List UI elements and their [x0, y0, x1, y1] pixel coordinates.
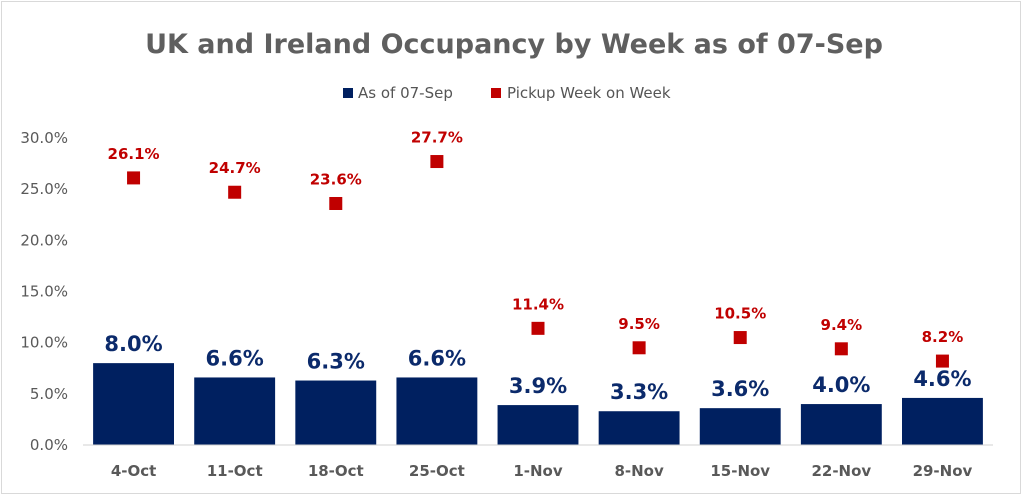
x-tick-label: 1-Nov [513, 462, 563, 480]
bar-data-label: 6.3% [307, 350, 365, 374]
pickup-point [531, 321, 545, 335]
bar [800, 404, 882, 445]
pickup-point [834, 342, 848, 356]
bar-data-label: 3.6% [711, 377, 769, 401]
x-tick-label: 22-Nov [811, 462, 871, 480]
y-tick-label: 5.0% [30, 385, 68, 403]
bar [93, 363, 174, 445]
pickup-data-label: 9.4% [821, 316, 863, 334]
y-tick-label: 30.0% [20, 129, 68, 147]
legend-label-as-of: As of 07-Sep [358, 84, 453, 102]
bar-data-label: 6.6% [408, 346, 466, 370]
bar [497, 405, 579, 445]
x-tick-label: 29-Nov [913, 462, 973, 480]
pickup-point [329, 196, 343, 210]
legend-swatch-as-of [343, 88, 353, 98]
pickup-data-label: 26.1% [108, 145, 160, 163]
y-tick-label: 0.0% [30, 436, 68, 454]
chart-title: UK and Ireland Occupancy by Week as of 0… [145, 29, 883, 60]
pickup-point [733, 331, 747, 345]
pickup-data-label: 9.5% [618, 315, 660, 333]
x-tick-label: 18-Oct [308, 462, 364, 480]
pickup-data-label: 11.4% [512, 295, 564, 313]
x-tick-label: 25-Oct [409, 462, 465, 480]
bar [902, 397, 983, 445]
bar-data-label: 8.0% [104, 332, 162, 356]
x-tick-label: 15-Nov [710, 462, 770, 480]
scatter-series-pickup: 26.1% 24.7% 23.6% 27.7% 11.4% 9.5% 10.5% 9.4% 8.… [108, 129, 964, 368]
x-tick-label: 8-Nov [614, 462, 664, 480]
bar-data-label: 6.6% [206, 346, 264, 370]
bar-data-label: 4.0% [812, 373, 870, 397]
bar [194, 377, 276, 445]
pickup-data-label: 8.2% [922, 328, 964, 346]
bar [699, 408, 781, 445]
bar-data-label: 3.3% [610, 380, 668, 404]
pickup-point [228, 185, 242, 199]
legend-label-pickup: Pickup Week on Week [507, 84, 671, 102]
y-tick-label: 15.0% [20, 283, 68, 301]
pickup-point [935, 354, 949, 368]
y-axis-ticks: 0.0% 5.0% 10.0% 15.0% 20.0% 25.0% 30.0% [20, 129, 68, 454]
pickup-data-label: 23.6% [310, 170, 362, 188]
legend-swatch-pickup [491, 88, 501, 98]
pickup-point [632, 341, 646, 355]
bar [396, 377, 478, 445]
y-tick-label: 10.0% [20, 334, 68, 352]
bar [295, 380, 377, 445]
bar [598, 411, 680, 445]
x-axis-ticks: 4-Oct 11-Oct 18-Oct 25-Oct 1-Nov 8-Nov 15-Nov 2… [111, 462, 973, 480]
x-tick-label: 4-Oct [111, 462, 156, 480]
legend: As of 07-Sep Pickup Week on Week [343, 84, 671, 102]
pickup-data-label: 27.7% [411, 129, 463, 147]
bar-data-label: 4.6% [913, 367, 971, 391]
y-tick-label: 20.0% [20, 231, 68, 249]
x-tick-label: 11-Oct [207, 462, 263, 480]
pickup-point [127, 171, 141, 185]
y-tick-label: 25.0% [20, 180, 68, 198]
bar-data-label: 3.9% [509, 374, 567, 398]
pickup-point [430, 155, 444, 169]
pickup-data-label: 24.7% [209, 159, 261, 177]
pickup-data-label: 10.5% [714, 305, 766, 323]
bar-series-as-of: 8.0% 6.6% 6.3% 6.6% 3.9% 3.3% 3.6% 4.0% 4.6% [93, 332, 983, 445]
